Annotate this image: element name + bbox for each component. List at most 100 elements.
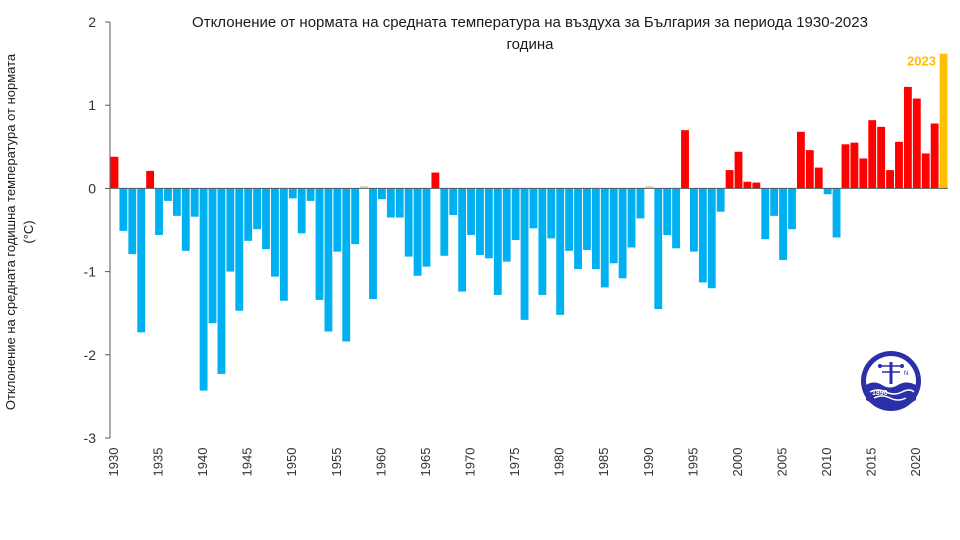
bar-2010: [823, 188, 832, 195]
x-tick-label: 1940: [195, 448, 210, 477]
x-tick-label: 1990: [641, 448, 656, 477]
bar-1954: [324, 188, 333, 332]
bar-1956: [342, 188, 351, 342]
y-tick-label: -3: [84, 430, 97, 446]
bar-1944: [235, 188, 244, 311]
bar-1960: [377, 188, 386, 200]
bar-1992: [663, 188, 672, 235]
x-tick-label: 1955: [329, 448, 344, 477]
x-tick-label: 1945: [240, 448, 255, 477]
bar-1999: [725, 170, 734, 189]
bar-1953: [315, 188, 324, 300]
bar-2023: [939, 53, 948, 189]
bar-2006: [788, 188, 796, 230]
bar-1978: [538, 188, 547, 295]
bar-1975: [511, 188, 520, 240]
bar-1934: [146, 170, 155, 189]
bar-1970: [467, 188, 475, 235]
bar-2022: [930, 123, 939, 189]
bar-1991: [654, 188, 663, 310]
bar-2008: [805, 150, 814, 189]
bar-2012: [841, 144, 850, 189]
bar-1980: [556, 188, 565, 315]
bar-2019: [903, 86, 912, 189]
bar-1961: [386, 188, 395, 218]
bar-1948: [271, 188, 279, 277]
bar-1973: [493, 188, 502, 295]
bar-1941: [208, 188, 217, 324]
bar-2021: [921, 153, 930, 189]
bar-1977: [529, 188, 538, 229]
bar-1989: [636, 188, 645, 219]
bar-1939: [190, 188, 199, 217]
bar-1966: [431, 172, 440, 189]
bar-1971: [476, 188, 484, 255]
bar-2001: [743, 181, 752, 189]
y-tick-label: -1: [84, 264, 97, 280]
bar-1955: [333, 188, 342, 252]
x-tick-label: 1970: [462, 448, 477, 477]
x-tick-label: 1995: [685, 448, 700, 477]
bar-1968: [449, 188, 458, 216]
bar-1998: [716, 188, 725, 212]
bar-1964: [413, 188, 422, 276]
bar-1993: [672, 188, 681, 249]
svg-text:N: N: [904, 371, 908, 377]
chart-title-line-2: година: [506, 36, 554, 53]
bar-1979: [547, 188, 556, 239]
bar-2005: [779, 188, 787, 260]
bar-1972: [484, 188, 493, 259]
bar-1945: [244, 188, 253, 241]
bar-1959: [369, 188, 377, 300]
bar-2000: [734, 151, 743, 189]
bar-2016: [877, 126, 886, 189]
y-tick-label: -2: [84, 347, 97, 363]
bar-1990: [645, 185, 654, 189]
bar-1957: [351, 188, 360, 245]
bar-1994: [681, 130, 689, 189]
bar-2020: [912, 98, 921, 189]
bar-1996: [698, 188, 707, 283]
y-tick-label: 0: [88, 180, 96, 196]
bar-1936: [164, 188, 172, 201]
bar-2003: [761, 188, 770, 240]
bar-1932: [128, 188, 137, 255]
bar-1967: [440, 188, 449, 256]
bar-1984: [591, 188, 600, 270]
bar-1965: [422, 188, 431, 267]
highlight-label-2023: 2023: [907, 54, 936, 69]
bar-1986: [609, 188, 618, 264]
bar-1940: [199, 188, 208, 391]
bar-1981: [565, 188, 574, 251]
bar-1962: [395, 188, 404, 218]
y-tick-label: 2: [88, 14, 96, 30]
bar-1931: [119, 188, 128, 231]
x-tick-label: 2010: [819, 448, 834, 477]
svg-text:1890: 1890: [872, 390, 888, 397]
y-tick-label: 1: [88, 97, 96, 113]
bar-1969: [458, 188, 467, 292]
bar-2009: [814, 167, 823, 189]
bar-1997: [707, 188, 716, 289]
bar-1949: [279, 188, 288, 301]
bar-2018: [895, 141, 903, 189]
bar-2014: [859, 158, 868, 189]
bar-1938: [181, 188, 190, 251]
x-tick-label: 2005: [775, 448, 790, 477]
bar-1982: [574, 188, 582, 270]
bar-1947: [262, 188, 270, 250]
bar-1951: [297, 188, 306, 234]
bar-1974: [502, 188, 511, 262]
bar-1933: [137, 188, 146, 333]
bar-1985: [600, 188, 609, 288]
bar-1995: [690, 188, 698, 252]
bar-2011: [832, 188, 841, 238]
bar-1952: [306, 188, 315, 201]
chart-title: Отклонение от нормата на средната темпер…: [110, 12, 950, 56]
bar-2015: [868, 120, 877, 189]
x-tick-label: 2020: [908, 448, 923, 477]
bar-1963: [404, 188, 413, 257]
bar-1950: [288, 188, 297, 199]
bar-1935: [155, 188, 163, 235]
